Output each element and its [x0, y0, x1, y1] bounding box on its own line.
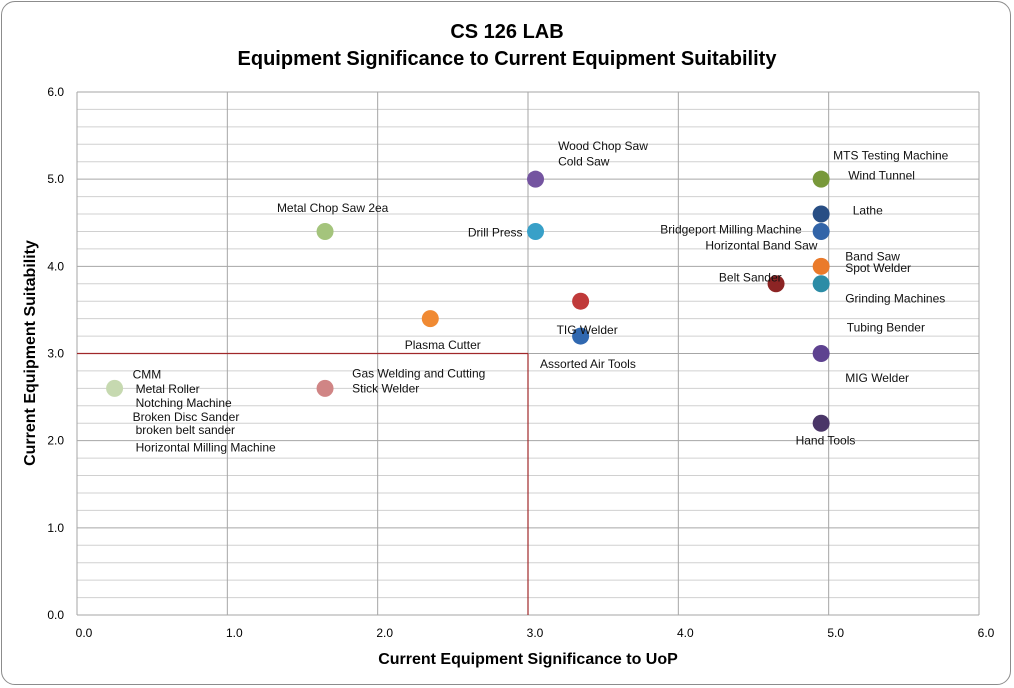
- point-label: MTS Testing Machine: [833, 149, 948, 163]
- point-label: Horizontal Band Saw: [705, 238, 817, 252]
- point-label: Metal Chop Saw 2ea: [277, 201, 389, 215]
- point-label: Broken Disc Sander: [133, 410, 240, 424]
- x-tick-label: 4.0: [677, 626, 694, 640]
- reference-lines: [77, 352, 529, 615]
- point-label: CMM: [133, 367, 162, 381]
- y-tick-label: 0.0: [47, 608, 64, 622]
- data-point: [812, 170, 830, 188]
- x-tick-label: 2.0: [376, 626, 393, 640]
- point-label: Lathe: [853, 204, 883, 218]
- data-point: [812, 222, 830, 240]
- x-tick-label: 3.0: [527, 626, 544, 640]
- data-point: [767, 275, 785, 293]
- x-tick-label: 5.0: [827, 626, 844, 640]
- data-point: [812, 275, 830, 293]
- data-point: [572, 327, 590, 345]
- data-point: [812, 345, 830, 362]
- y-axis-title: Current Equipment Suitability: [22, 240, 39, 466]
- chart-title: CS 126 LAB: [450, 21, 563, 43]
- point-label: Band Saw: [845, 250, 900, 264]
- y-tick-label: 6.0: [47, 85, 64, 99]
- point-label: MIG Welder: [845, 371, 909, 385]
- y-tick-label: 1.0: [47, 521, 64, 535]
- data-point: [812, 257, 830, 275]
- y-tick-label: 2.0: [47, 434, 64, 448]
- point-label: Belt Sander: [719, 271, 782, 285]
- chart-subtitle: Equipment Significance to Current Equipm…: [238, 48, 778, 70]
- point-label: Wood Chop Saw: [558, 139, 648, 153]
- x-axis-title: Current Equipment Significance to UoP: [378, 651, 678, 668]
- data-point: [572, 292, 590, 310]
- data-point: [527, 170, 545, 188]
- point-label: Tubing Bender: [847, 320, 925, 334]
- point-label: Notching Machine: [136, 396, 232, 410]
- point-label: Hand Tools: [796, 434, 856, 448]
- data-point: [812, 414, 830, 432]
- tick-labels: 0.0 1.0 2.0 3.0 4.0 5.0 6.0 0.0 1.0 2.0 3.0 4.0 5.0 6…: [47, 85, 994, 640]
- point-label: Stick Welder: [352, 381, 419, 395]
- point-label: Spot Welder: [845, 261, 911, 275]
- x-tick-label: 1.0: [226, 626, 243, 640]
- y-tick-label: 3.0: [47, 347, 64, 361]
- data-point: [106, 379, 124, 397]
- point-label: Metal Roller: [136, 382, 200, 396]
- point-label: Bridgeport Milling Machine: [660, 223, 802, 237]
- point-label: Plasma Cutter: [405, 338, 481, 352]
- point-label: TIG Welder: [557, 323, 618, 337]
- data-point: [527, 222, 545, 240]
- data-point: [316, 222, 334, 240]
- data-point: [316, 379, 334, 397]
- x-tick-label: 0.0: [76, 626, 93, 640]
- point-label: Cold Saw: [558, 155, 610, 169]
- y-tick-label: 5.0: [47, 172, 64, 186]
- data-point: [421, 310, 439, 328]
- point-label: Drill Press: [468, 225, 523, 239]
- point-label: Wind Tunnel: [848, 169, 915, 183]
- point-label: broken belt sander: [136, 423, 235, 437]
- point-label: Gas Welding and Cutting: [352, 367, 485, 381]
- point-label: Horizontal Milling Machine: [136, 441, 276, 455]
- point-label: Grinding Machines: [845, 292, 945, 306]
- point-label: Assorted Air Tools: [540, 357, 636, 371]
- data-point: [812, 205, 830, 223]
- data-points: [106, 170, 830, 432]
- y-tick-label: 4.0: [47, 259, 64, 273]
- x-tick-label: 6.0: [978, 626, 995, 640]
